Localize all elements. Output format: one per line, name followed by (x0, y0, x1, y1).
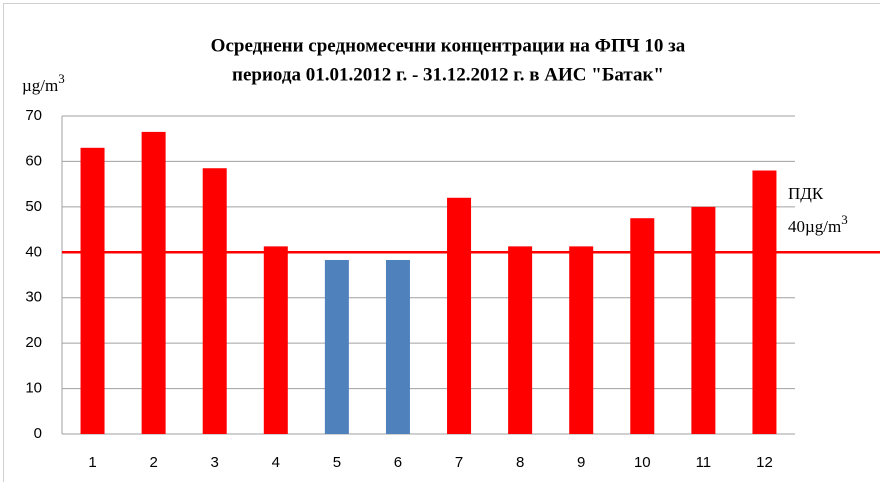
x-tick-label: 2 (149, 454, 157, 471)
x-tick-label: 3 (211, 454, 219, 471)
bar (447, 197, 472, 434)
bar (508, 246, 533, 434)
y-axis-label: µg/m3 (22, 71, 65, 95)
chart-border (3, 3, 880, 482)
x-tick-label: 8 (516, 454, 524, 471)
annotation: ПДК (788, 184, 824, 203)
x-tick-label: 11 (696, 454, 712, 471)
x-tick-label: 7 (455, 454, 463, 471)
x-tick-label: 1 (88, 454, 96, 471)
bar (324, 260, 349, 434)
x-tick-label: 4 (272, 454, 280, 471)
x-tick-label: 10 (634, 454, 651, 471)
x-tick-label: 6 (394, 454, 402, 471)
y-tick-label: 0 (34, 425, 42, 442)
y-tick-label: 60 (25, 152, 42, 169)
y-tick-label: 70 (25, 107, 42, 124)
bar (141, 131, 166, 434)
annotation: 40µg/m3 (788, 212, 848, 236)
y-tick-label: 30 (25, 289, 42, 306)
y-tick-label: 20 (25, 334, 42, 351)
bar (630, 218, 655, 434)
x-tick-label: 12 (756, 454, 773, 471)
chart-title: периода 01.01.2012 г. - 31.12.2012 г. в … (232, 64, 664, 85)
bar (385, 260, 410, 434)
bar (202, 168, 227, 434)
y-tick-label: 10 (25, 380, 42, 397)
bar (691, 206, 716, 434)
x-tick-label: 9 (577, 454, 585, 471)
bar (752, 170, 777, 434)
y-tick-label: 50 (25, 198, 42, 215)
chart-title: Осреднени средномесечни концентрации на … (211, 35, 686, 56)
y-tick-label: 40 (25, 243, 42, 260)
bar (80, 147, 105, 435)
x-tick-label: 5 (333, 454, 341, 471)
bar (263, 246, 288, 434)
bar (569, 246, 594, 434)
